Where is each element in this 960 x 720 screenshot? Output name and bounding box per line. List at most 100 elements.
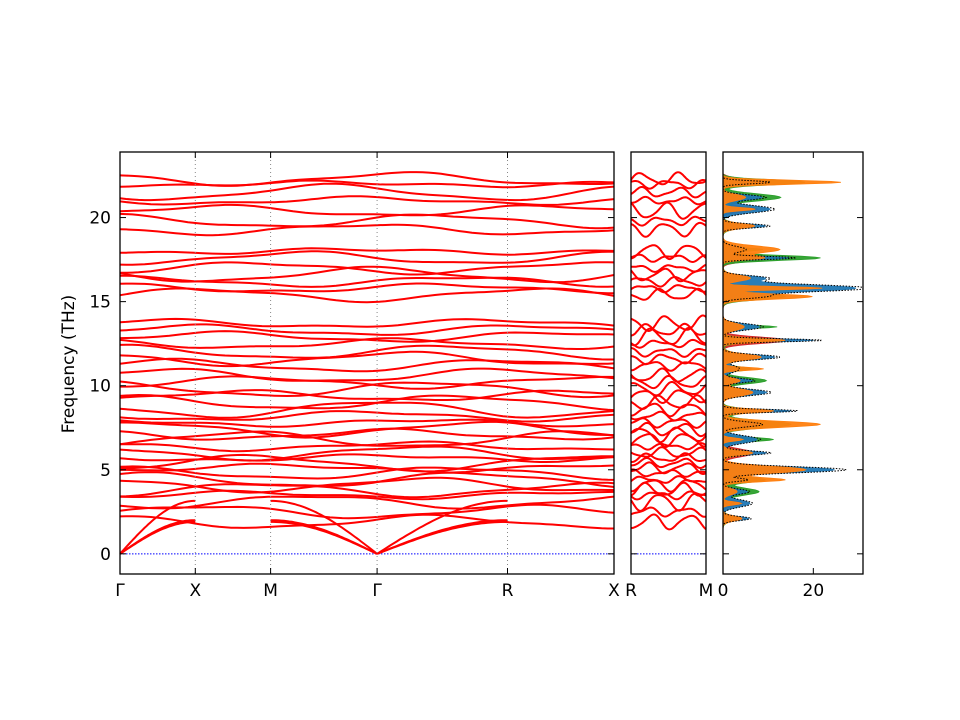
phonon-band: [119, 495, 615, 510]
acoustic-branch: [119, 519, 196, 555]
partial-dos-series-2: [722, 173, 841, 554]
acoustic-branch: [119, 499, 196, 555]
phonon-band: [119, 287, 615, 304]
phonon-band: [630, 186, 707, 199]
phonon-band: [630, 475, 706, 484]
high-symmetry-label: R: [625, 581, 637, 601]
phonon-band: [630, 314, 707, 333]
phonon-band: [630, 506, 707, 518]
acoustic-branch: [376, 520, 508, 555]
phonon-band: [630, 461, 707, 476]
y-tick-label: 10: [89, 377, 111, 397]
high-symmetry-label: X: [189, 581, 201, 601]
phonon-band: [630, 374, 707, 390]
y-tick-label: 15: [89, 293, 111, 313]
y-tick-label: 20: [89, 209, 111, 229]
y-axis-label: Frequency (THz): [59, 295, 79, 434]
partial-dos-series-1: [722, 173, 857, 554]
phonon-band: [119, 380, 615, 399]
partial-dos-series-3: [722, 172, 821, 554]
phonon-band: [630, 253, 707, 264]
phonon-band: [119, 489, 615, 501]
phonon-band: [119, 445, 615, 462]
phonon-band: [630, 221, 707, 238]
phonon-band: [119, 410, 615, 423]
phonon-band: [119, 317, 615, 328]
phonon-band: [630, 421, 707, 438]
y-tick-label: 0: [100, 545, 111, 565]
phonon-band: [119, 503, 615, 520]
phonon-band: [630, 244, 707, 261]
phonon-band: [631, 457, 707, 470]
phonon-band: [630, 352, 707, 366]
phonon-band: [630, 389, 707, 405]
high-symmetry-label: X: [608, 581, 620, 601]
band-panel-r-m: [630, 171, 707, 555]
phonon-band: [119, 343, 614, 361]
phonon-band: [119, 212, 615, 230]
phonon-band: [119, 171, 615, 187]
phonon-band: [119, 476, 614, 494]
phonon-band: [631, 195, 707, 206]
phonon-band: [630, 426, 707, 444]
high-symmetry-label: Γ: [115, 581, 125, 601]
phonon-band: [119, 330, 615, 343]
phonon-band: [119, 357, 615, 373]
dos-x-tick-label: 0: [718, 581, 729, 601]
high-symmetry-label: R: [502, 581, 514, 601]
phonon-band: [630, 171, 707, 186]
phonon-band: [119, 367, 615, 382]
phonon-band: [119, 471, 615, 488]
phonon-band: [119, 481, 615, 499]
phonon-band: [119, 350, 615, 368]
dos-panel: [722, 172, 864, 554]
dos-x-tick-label: 20: [803, 581, 825, 601]
phonon-band: [119, 265, 615, 284]
phonon-band: [630, 201, 707, 220]
phonon-band: [119, 323, 615, 336]
phonon-band: [119, 250, 614, 266]
band-panel-frame: [630, 151, 707, 575]
phonon-band: [630, 513, 707, 531]
high-symmetry-label: M: [699, 581, 714, 601]
dos-panel-frame: [722, 151, 864, 575]
phonon-band: [630, 267, 707, 283]
phonon-band: [119, 427, 615, 441]
phonon-band: [630, 287, 707, 301]
phonon-band: [119, 182, 615, 202]
band-panel-frame: [119, 151, 615, 575]
phonon-band: [120, 420, 615, 439]
phonon-band: [119, 430, 615, 447]
band-panel-main: [119, 152, 615, 574]
phonon-band: [119, 418, 615, 428]
phonon-band: [630, 215, 707, 227]
phonon-band: [119, 247, 615, 256]
phonon-band: [630, 446, 707, 458]
phonon-band: [630, 326, 707, 347]
phonon-band: [630, 263, 707, 273]
phonon-band: [630, 367, 707, 383]
y-tick-label: 5: [100, 461, 111, 481]
phonon-band: [120, 375, 614, 390]
acoustic-branch: [376, 519, 508, 555]
phonon-band: [119, 393, 615, 412]
phonon-band: [119, 195, 615, 206]
phonon-band: [630, 284, 707, 294]
phonon-band: [630, 492, 707, 512]
phonon-band: [119, 282, 614, 295]
acoustic-branch: [376, 499, 508, 555]
phonon-band: [119, 203, 615, 217]
phonon-band: [630, 381, 707, 397]
phonon-band: [630, 347, 707, 358]
phonon-band: [630, 322, 707, 337]
acoustic-branch: [270, 499, 378, 555]
phonon-band: [120, 261, 615, 276]
phonon-band: [119, 401, 615, 419]
high-symmetry-label: M: [263, 581, 278, 601]
acoustic-branch: [270, 520, 378, 555]
phonon-band: [120, 462, 615, 474]
phonon-band: [119, 513, 614, 530]
acoustic-branch: [119, 520, 196, 555]
